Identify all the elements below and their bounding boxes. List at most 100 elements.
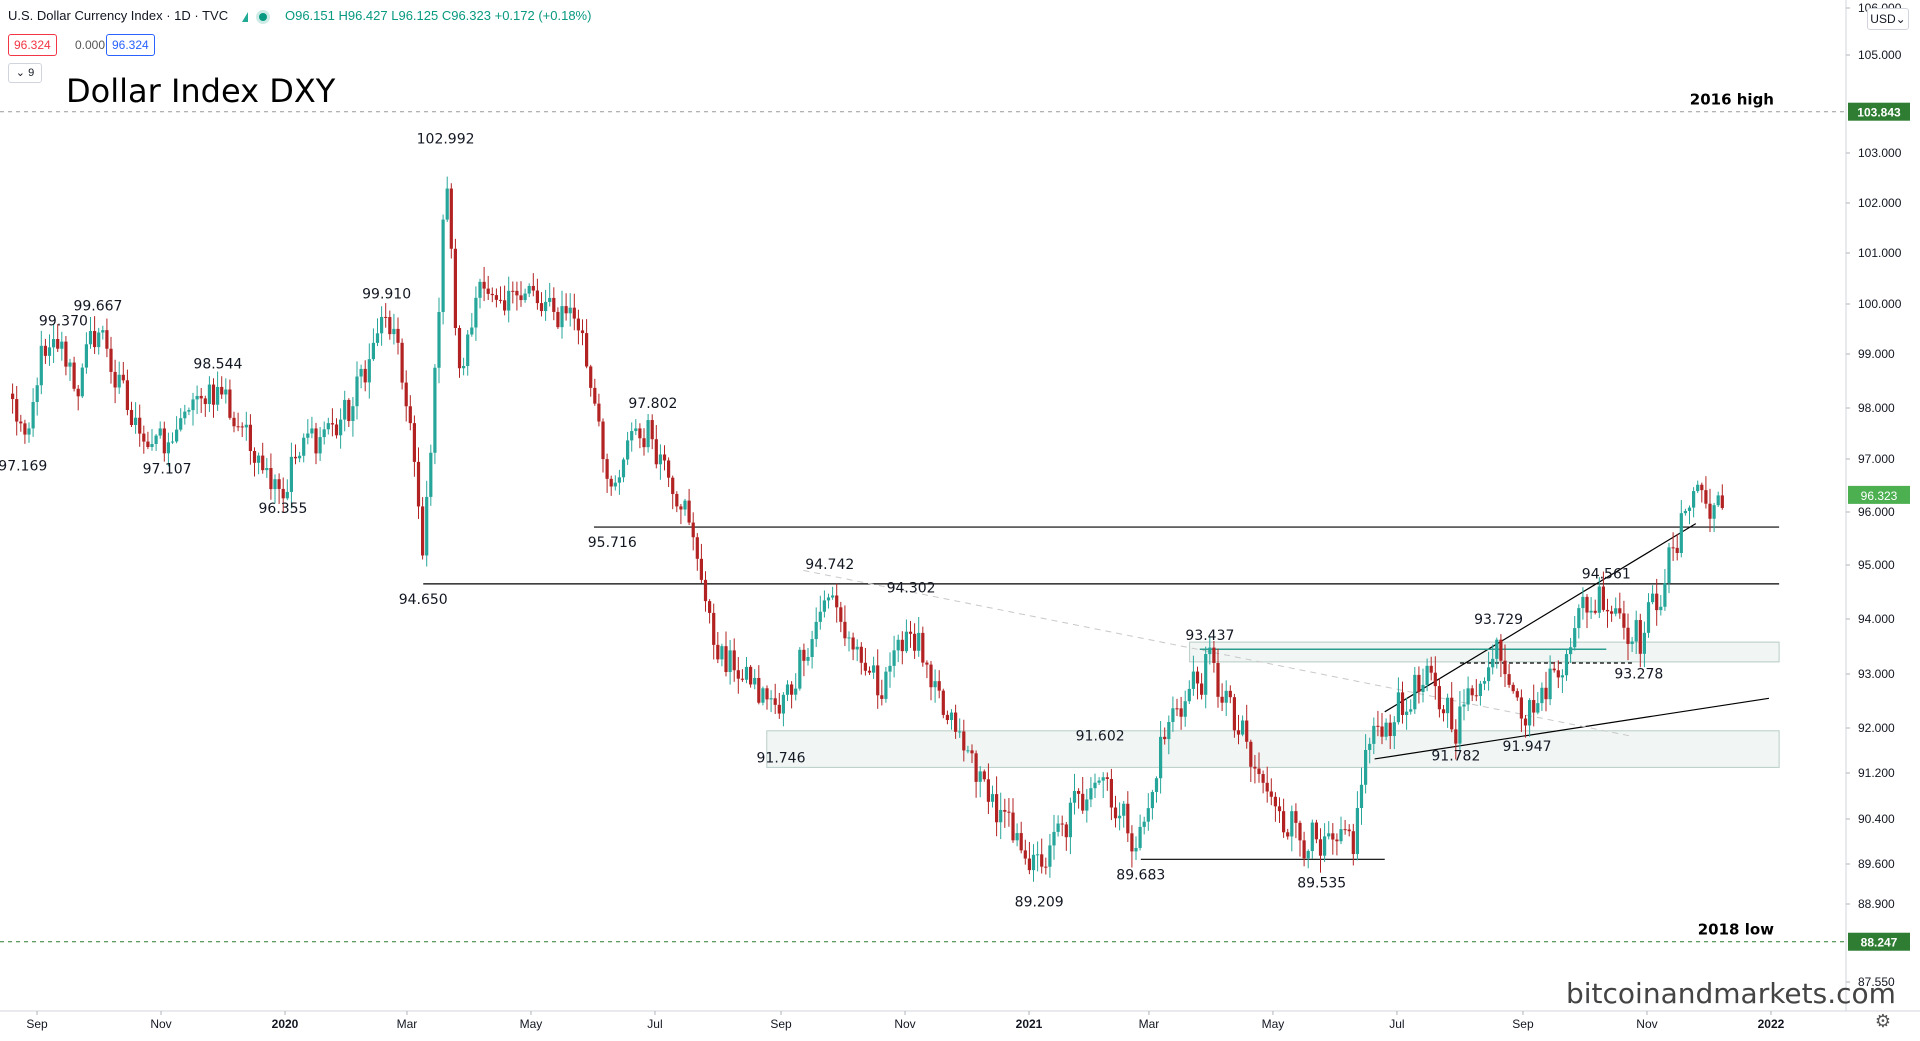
candle (580, 319, 585, 346)
candle (572, 293, 576, 331)
gear-icon[interactable]: ⚙ (1874, 1011, 1892, 1031)
bid-price[interactable]: 96.324 (8, 34, 57, 56)
candle-body (716, 644, 720, 660)
indicators-toggle-button[interactable]: ⌄ 9 (8, 63, 42, 83)
candle-body (1564, 654, 1569, 676)
candle (1167, 715, 1171, 755)
candle-body (1253, 766, 1257, 769)
candle-body (1515, 691, 1519, 698)
candle-body (736, 670, 740, 679)
candle-body (740, 678, 745, 680)
candle-body (593, 387, 597, 404)
candle-body (900, 639, 904, 652)
candle (1368, 737, 1372, 764)
candle (1064, 822, 1068, 851)
candle-body (966, 750, 970, 752)
candle (1478, 680, 1483, 706)
candle-body (1425, 665, 1429, 685)
candle-body (683, 500, 687, 510)
candle (1273, 792, 1278, 822)
candle-body (925, 662, 929, 665)
candle (634, 419, 638, 436)
candle (466, 330, 470, 376)
candle-body (1692, 491, 1696, 508)
candle (31, 388, 35, 437)
candle-body (904, 631, 909, 652)
candle (1552, 661, 1556, 673)
candle (1318, 828, 1323, 873)
ask-price[interactable]: 96.324 (106, 34, 155, 56)
candle (351, 397, 355, 437)
price-axis[interactable]: 103.843 88.247 87.550 88.900 89.600 90.400 91.… (1845, 0, 1910, 1011)
candle-body (929, 664, 933, 688)
candle (412, 415, 417, 477)
candle (859, 642, 863, 675)
candle (667, 457, 671, 487)
candle-body (138, 417, 142, 434)
candle (1462, 689, 1466, 721)
candle-body (117, 374, 121, 388)
candle-body (1294, 811, 1298, 823)
candle-body (482, 281, 486, 289)
candle (318, 427, 322, 461)
candle (1556, 660, 1560, 689)
candle (1683, 508, 1688, 516)
candle-body (462, 365, 466, 369)
candle-body (1499, 639, 1503, 661)
candle-body (720, 646, 724, 660)
candle (773, 683, 777, 714)
symbol-title[interactable]: U.S. Dollar Currency Index · 1D · TVC (8, 8, 229, 23)
candle (429, 444, 433, 506)
candle-body (84, 344, 89, 368)
candle (211, 378, 216, 418)
candle-body (359, 368, 363, 377)
candle-body (343, 399, 347, 420)
candle-body (724, 646, 728, 673)
candle-body (1601, 586, 1606, 610)
candle (1003, 798, 1007, 828)
swing-label: 97.802 (628, 396, 677, 412)
candle (490, 287, 494, 303)
candle (142, 425, 146, 454)
candle (1265, 766, 1269, 803)
candle-body (1618, 608, 1622, 614)
candle-body (1183, 701, 1187, 717)
level-price-box (1848, 102, 1910, 121)
candle-body (1093, 782, 1097, 789)
candle-body (1150, 792, 1155, 809)
flag-icon[interactable] (241, 11, 248, 22)
candle (597, 393, 601, 427)
candle (68, 358, 72, 381)
candle-body (470, 327, 474, 335)
currency-selector[interactable]: USD⌄ (1867, 8, 1909, 30)
candle (761, 686, 765, 706)
candle (835, 583, 839, 623)
candle (925, 660, 929, 679)
candle (1376, 710, 1380, 737)
candle-body (1265, 782, 1269, 792)
candle (1523, 715, 1528, 738)
candle (310, 416, 314, 439)
candle (683, 498, 687, 516)
candle (244, 411, 248, 441)
candle-body (236, 426, 240, 428)
candle (1474, 679, 1478, 702)
candle-body (1507, 674, 1511, 685)
candle-body (1495, 639, 1499, 659)
candle-body (613, 482, 617, 487)
candle (72, 356, 76, 392)
candle (904, 619, 909, 654)
candle-body (339, 419, 343, 436)
candle-body (183, 411, 187, 419)
candle-body (1577, 608, 1581, 629)
candle-body (220, 386, 224, 395)
candle-body (1581, 596, 1585, 609)
candle (1503, 644, 1507, 687)
level-price-tag: 88.247 (1848, 932, 1910, 951)
candle (203, 395, 207, 417)
candle (1405, 697, 1409, 730)
time-axis[interactable]: Sep Nov 2020 Mar May Jul Sep Nov 2021 Mar May Jul Se… (0, 1010, 1920, 1031)
candle (1499, 634, 1503, 678)
